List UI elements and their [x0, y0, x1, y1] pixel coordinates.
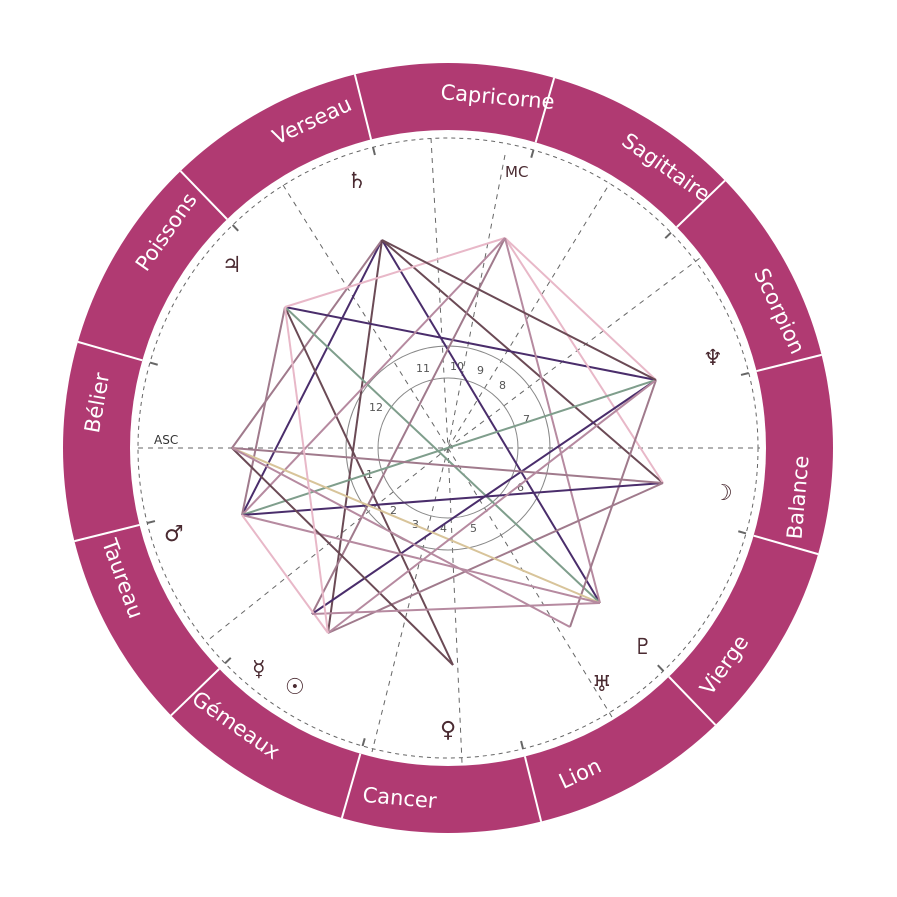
sun-icon: ☉	[285, 675, 305, 700]
aspect-line	[284, 306, 329, 634]
uranus-icon: ♅	[592, 672, 612, 697]
sign-divider	[340, 753, 362, 819]
sign-divider	[77, 340, 143, 362]
aspect-line	[241, 237, 506, 516]
degree-ticks	[146, 146, 750, 750]
aspect-line	[284, 306, 454, 666]
degree-tick	[657, 664, 665, 672]
aspect-line	[381, 239, 657, 381]
sign-divider	[170, 668, 220, 717]
sign-divider	[668, 676, 717, 726]
degree-tick	[372, 146, 376, 156]
sign-divider	[179, 170, 228, 220]
aspect-line	[284, 306, 657, 381]
degree-tick	[738, 530, 747, 535]
sign-divider	[676, 179, 726, 228]
cusp-line	[371, 447, 449, 753]
degree-tick	[361, 738, 366, 747]
cusp-line	[447, 447, 463, 764]
aspect-line	[311, 602, 601, 615]
sign-divider	[756, 353, 822, 373]
house-number-8: 8	[499, 379, 506, 392]
house-ring-inner	[377, 377, 519, 519]
planet-glyphs: ♄ ♃ ♂ ☿ ☉ ♀ ♅ ♇ ☽ ♆	[164, 169, 733, 743]
house-number-6: 6	[517, 481, 524, 494]
aspect-line	[231, 447, 454, 666]
house-ring-outer	[345, 345, 551, 551]
sign-divider	[753, 534, 819, 556]
degree-tick	[530, 149, 535, 158]
mars-icon: ♂	[164, 522, 184, 547]
house-number-1: 1	[366, 468, 373, 481]
aspect-line	[231, 447, 571, 628]
aspect-line	[241, 239, 383, 516]
sign-divider	[353, 74, 373, 140]
cusp-line	[430, 137, 449, 449]
degree-tick	[520, 740, 524, 750]
neptune-icon: ♆	[703, 346, 723, 371]
house-number-5: 5	[470, 522, 477, 535]
saturn-icon: ♄	[347, 169, 367, 194]
cusp-line	[447, 257, 701, 449]
aspect-line	[504, 237, 601, 604]
degree-tick	[149, 361, 158, 366]
sign-divider	[523, 756, 543, 822]
aspect-lines	[231, 237, 664, 666]
degree-tick	[231, 224, 239, 232]
aspect-line	[504, 237, 657, 381]
aspect-line	[231, 239, 383, 449]
cusp-line	[206, 447, 449, 642]
degree-tick	[664, 231, 672, 239]
house-number-2: 2	[390, 504, 397, 517]
sign-dividers	[74, 74, 822, 822]
sign-divider	[74, 523, 140, 543]
aspect-line	[381, 239, 601, 604]
aspect-line	[327, 239, 383, 634]
degree-tick	[224, 657, 232, 665]
mc-label: MC	[505, 163, 528, 181]
sign-divider	[534, 77, 556, 143]
mercury-icon: ☿	[252, 657, 266, 682]
aspect-line	[241, 379, 657, 516]
aspect-line	[311, 237, 506, 615]
house-number-12: 12	[369, 401, 383, 414]
asc-label: ASC	[154, 433, 178, 447]
cusp-line	[447, 182, 611, 449]
aspect-line	[569, 379, 657, 628]
cusp-line	[282, 184, 449, 449]
aspect-line	[284, 237, 506, 308]
aspect-line	[381, 239, 664, 484]
aspect-line	[284, 306, 601, 604]
cusp-line	[447, 447, 613, 718]
house-number-4: 4	[440, 522, 447, 535]
degree-tick	[146, 520, 156, 524]
aspect-line	[327, 379, 657, 634]
jupiter-icon: ♃	[222, 253, 242, 278]
aspect-line	[231, 447, 601, 604]
degree-tick	[740, 372, 750, 376]
house-number-11: 11	[416, 362, 430, 375]
house-number-9: 9	[477, 364, 484, 377]
pluto-icon: ♇	[633, 635, 653, 660]
aspect-line	[241, 514, 601, 604]
aspect-line	[504, 237, 664, 484]
venus-icon: ♀	[440, 718, 456, 743]
aspect-line	[241, 306, 286, 516]
moon-icon: ☽	[713, 481, 733, 506]
house-number-7: 7	[523, 413, 530, 426]
